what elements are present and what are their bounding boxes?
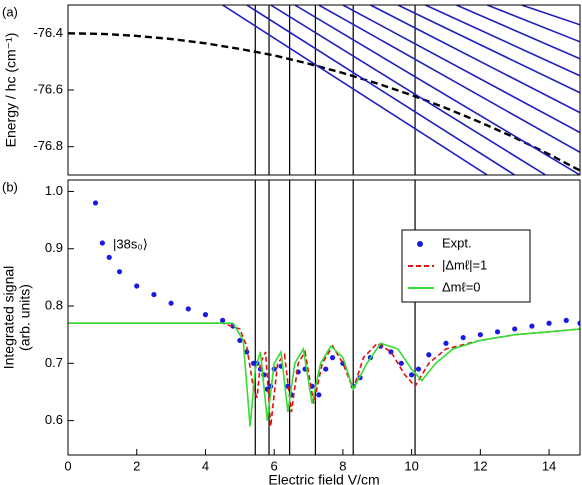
x-tick-label: 4 [202, 458, 209, 473]
series-line [68, 322, 580, 427]
data-point [99, 240, 105, 246]
series-line [294, 5, 580, 175]
series-line [370, 5, 580, 114]
data-point [202, 312, 209, 318]
y-axis-label: Energy / hc (cm⁻¹) [3, 33, 19, 148]
x-tick-label: 0 [64, 458, 71, 473]
y-tick-label: 1.0 [45, 183, 63, 198]
annotation: |38s₀⟩ [113, 236, 148, 251]
legend-label: |Δmℓ|=1 [442, 257, 487, 272]
legend-marker [417, 241, 423, 247]
data-point [512, 326, 518, 332]
y-axis-label: Integrated signal [1, 266, 17, 370]
data-point [151, 291, 157, 298]
x-axis-label: Electric field V/cm [268, 472, 379, 485]
data-point [134, 283, 140, 289]
series-line [270, 5, 547, 175]
data-point [220, 317, 226, 323]
y-tick-label: 0.9 [45, 240, 63, 255]
x-tick-label: 10 [404, 458, 418, 473]
y-tick-label: -76.4 [33, 25, 63, 40]
data-point [494, 329, 501, 335]
series-line [246, 5, 516, 175]
series-line [521, 5, 580, 26]
plot-frame [67, 4, 581, 176]
data-point [106, 254, 112, 260]
series-line [486, 5, 580, 43]
legend-box [401, 229, 531, 303]
series-line [397, 5, 580, 94]
data-point [116, 269, 123, 275]
y-tick-label: 0.6 [45, 412, 63, 427]
x-tick-label: 12 [473, 458, 487, 473]
data-point [415, 366, 422, 372]
data-point [409, 372, 415, 378]
y-tick-label: 0.7 [45, 355, 63, 370]
x-tick-label: 8 [339, 458, 346, 473]
data-point [477, 332, 483, 338]
y-tick-label: -76.6 [33, 81, 63, 96]
legend-label: Expt. [442, 235, 472, 250]
series-line [68, 322, 580, 427]
y-tick-label: 0.8 [45, 297, 63, 312]
panel-label: (a) [2, 4, 18, 19]
data-point [398, 360, 404, 366]
series-line [455, 5, 580, 60]
series-line [68, 32, 580, 172]
y-axis-label: (arb. units) [17, 284, 33, 351]
data-point [329, 355, 336, 361]
x-tick-label: 2 [133, 458, 140, 473]
data-point [577, 320, 580, 326]
data-point [237, 337, 243, 344]
plot-area [68, 5, 580, 175]
series-line [425, 5, 580, 77]
data-point [168, 300, 174, 306]
y-tick-label: -76.8 [33, 138, 63, 153]
data-point [92, 200, 99, 206]
series-line [222, 5, 488, 175]
legend-label: Δmℓ=0 [442, 279, 481, 294]
x-tick-label: 6 [271, 458, 278, 473]
data-point [185, 306, 191, 312]
data-point [529, 323, 535, 329]
plot-frame [67, 179, 581, 456]
data-point [316, 392, 322, 398]
x-tick-label: 14 [542, 458, 556, 473]
data-point [323, 366, 329, 372]
plot-area [68, 180, 580, 455]
series-line [342, 5, 580, 134]
data-point [426, 352, 432, 358]
panel-label: (b) [2, 179, 18, 194]
data-point [460, 334, 466, 341]
series-line [318, 5, 580, 153]
data-point [563, 317, 569, 323]
data-point [443, 340, 449, 346]
data-point [546, 320, 552, 326]
